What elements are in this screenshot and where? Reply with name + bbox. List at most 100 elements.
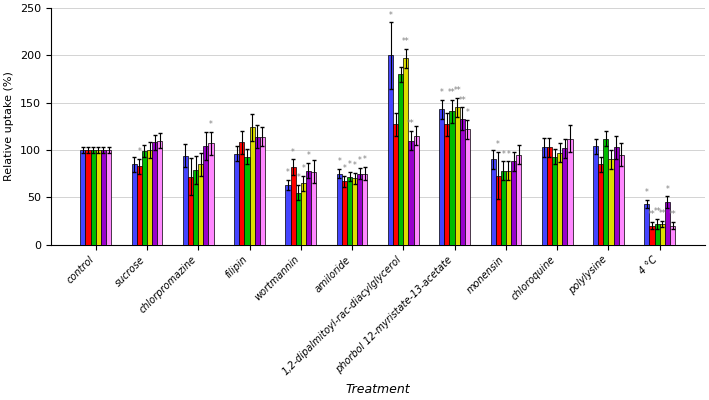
Bar [137, 166, 142, 245]
Bar [644, 204, 649, 245]
Bar [337, 174, 342, 245]
Bar [147, 150, 152, 245]
Bar [665, 202, 670, 245]
Text: *: * [296, 173, 300, 182]
Bar [562, 148, 567, 245]
X-axis label: Treatment: Treatment [345, 383, 410, 396]
Bar [91, 150, 96, 245]
Text: *: * [352, 161, 357, 170]
Bar [659, 224, 665, 245]
Bar [255, 137, 259, 245]
Bar [649, 226, 654, 245]
Bar [347, 176, 352, 245]
Bar [203, 146, 208, 245]
Bar [132, 164, 137, 245]
Text: **: ** [648, 210, 656, 219]
Bar [598, 164, 603, 245]
Bar [208, 144, 213, 245]
Bar [542, 147, 547, 245]
Text: *: * [337, 157, 341, 166]
Bar [465, 129, 470, 245]
Bar [403, 58, 408, 245]
Text: *: * [440, 88, 444, 97]
Text: **: ** [402, 37, 410, 46]
Y-axis label: Relative uptake (%): Relative uptake (%) [4, 72, 14, 181]
Bar [413, 136, 419, 245]
Bar [516, 155, 521, 245]
Bar [106, 150, 111, 245]
Text: **: ** [407, 119, 415, 128]
Text: *: * [466, 108, 469, 117]
Bar [603, 139, 608, 245]
Text: *: * [501, 150, 506, 158]
Bar [311, 172, 316, 245]
Bar [608, 160, 613, 245]
Bar [250, 127, 255, 245]
Bar [245, 157, 250, 245]
Bar [101, 150, 106, 245]
Bar [80, 150, 86, 245]
Text: *: * [209, 120, 213, 129]
Text: **: ** [653, 207, 661, 216]
Bar [491, 160, 496, 245]
Text: *: * [363, 155, 367, 164]
Bar [440, 109, 445, 245]
Bar [619, 155, 624, 245]
Text: *: * [506, 150, 510, 158]
Bar [547, 147, 552, 245]
Bar [199, 164, 203, 245]
Bar [459, 119, 465, 245]
Bar [96, 150, 101, 245]
Text: *: * [138, 147, 141, 156]
Bar [259, 137, 265, 245]
Bar [654, 224, 659, 245]
Bar [291, 167, 296, 245]
Bar [352, 178, 357, 245]
Bar [454, 108, 459, 245]
Bar [393, 124, 398, 245]
Text: *: * [342, 164, 346, 173]
Bar [286, 185, 291, 245]
Text: **: ** [453, 86, 461, 95]
Bar [86, 150, 91, 245]
Text: *: * [301, 164, 306, 173]
Text: **: ** [659, 209, 666, 218]
Bar [511, 161, 516, 245]
Bar [613, 147, 619, 245]
Bar [188, 176, 193, 245]
Text: *: * [291, 148, 295, 157]
Text: *: * [358, 156, 362, 165]
Bar [552, 157, 557, 245]
Bar [239, 142, 245, 245]
Bar [567, 139, 573, 245]
Text: **: ** [669, 210, 676, 219]
Bar [398, 74, 403, 245]
Bar [193, 170, 199, 245]
Bar [506, 171, 511, 245]
Bar [496, 176, 501, 245]
Text: **: ** [459, 96, 467, 105]
Bar [152, 142, 157, 245]
Bar [342, 181, 347, 245]
Bar [234, 154, 239, 245]
Bar [296, 192, 301, 245]
Text: **: ** [448, 88, 456, 97]
Bar [362, 174, 367, 245]
Bar [408, 140, 413, 245]
Bar [450, 111, 454, 245]
Bar [183, 156, 188, 245]
Bar [357, 174, 362, 245]
Text: *: * [389, 10, 393, 20]
Bar [445, 124, 450, 245]
Bar [501, 171, 506, 245]
Bar [670, 226, 675, 245]
Text: *: * [666, 184, 669, 194]
Bar [306, 171, 311, 245]
Bar [301, 183, 306, 245]
Bar [157, 140, 162, 245]
Text: *: * [347, 160, 352, 169]
Text: *: * [645, 188, 649, 197]
Bar [557, 153, 562, 245]
Text: *: * [286, 168, 290, 178]
Text: *: * [496, 140, 500, 149]
